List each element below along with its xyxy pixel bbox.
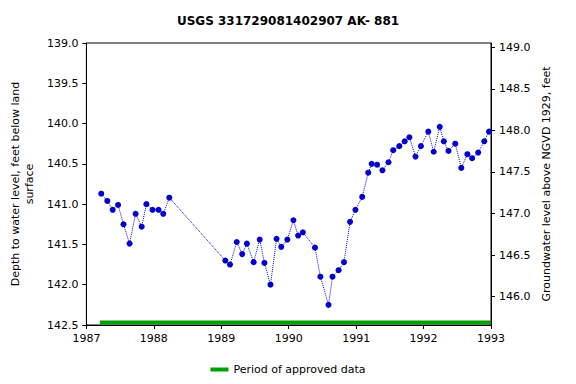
svg-text:139.0: 139.0: [47, 37, 79, 50]
svg-text:1993: 1993: [477, 332, 505, 345]
svg-text:142.5: 142.5: [47, 319, 79, 332]
svg-text:1990: 1990: [275, 332, 303, 345]
svg-text:1988: 1988: [140, 332, 168, 345]
svg-text:USGS 331729081402907 AK- 881: USGS 331729081402907 AK- 881: [177, 14, 399, 28]
svg-text:1987: 1987: [72, 332, 100, 345]
svg-text:140.5: 140.5: [47, 157, 79, 170]
svg-text:148.0: 148.0: [499, 124, 531, 137]
svg-text:Groundwater level above NGVD 1: Groundwater level above NGVD 1929, feet: [540, 66, 553, 302]
svg-text:141.0: 141.0: [47, 198, 79, 211]
svg-text:146.5: 146.5: [499, 249, 531, 262]
svg-text:148.5: 148.5: [499, 82, 531, 95]
svg-text:140.0: 140.0: [47, 117, 79, 130]
svg-text:147.0: 147.0: [499, 207, 531, 220]
svg-text:Period of approved data: Period of approved data: [233, 363, 365, 376]
svg-text:149.0: 149.0: [499, 41, 531, 54]
svg-text:147.5: 147.5: [499, 165, 531, 178]
svg-text:1991: 1991: [342, 332, 370, 345]
svg-text:1989: 1989: [207, 332, 235, 345]
svg-text:139.5: 139.5: [47, 77, 79, 90]
svg-text:142.0: 142.0: [47, 278, 79, 291]
svg-text:surface: surface: [23, 163, 36, 204]
svg-text:146.0: 146.0: [499, 290, 531, 303]
svg-text:Depth to water level, feet bel: Depth to water level, feet below land: [9, 82, 22, 287]
svg-text:141.5: 141.5: [47, 238, 79, 251]
svg-text:1992: 1992: [410, 332, 438, 345]
